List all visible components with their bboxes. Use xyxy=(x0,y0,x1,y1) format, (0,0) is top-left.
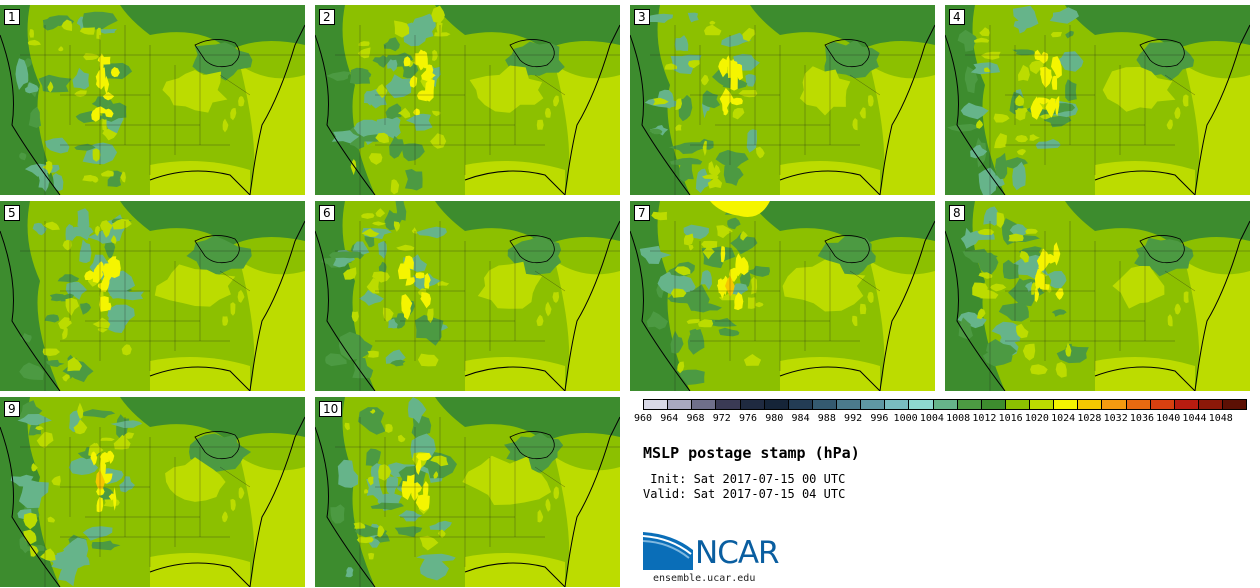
legend-swatch xyxy=(1054,400,1079,409)
init-time: Init: Sat 2017-07-15 00 UTC xyxy=(643,472,846,486)
legend-swatch xyxy=(716,400,741,409)
ensemble-member-map: 1 xyxy=(0,5,305,195)
legend-tick-label: 1036 xyxy=(1129,413,1154,424)
site-url: ensemble.ucar.edu xyxy=(653,573,756,584)
legend-swatch xyxy=(764,400,789,409)
legend-swatch xyxy=(909,400,934,409)
legend-swatch xyxy=(740,400,765,409)
legend-swatch xyxy=(837,400,862,409)
legend-tick-label: 968 xyxy=(686,413,705,424)
legend-swatch xyxy=(957,400,982,409)
ensemble-member-map: 5 xyxy=(0,201,305,391)
member-number-label: 2 xyxy=(319,9,335,25)
legend-tick-label: 1024 xyxy=(1051,413,1076,424)
page-title: MSLP postage stamp (hPa) xyxy=(643,444,860,462)
ncar-swoosh-icon xyxy=(642,532,693,570)
legend-tick-label: 1028 xyxy=(1077,413,1102,424)
color-legend: 960 964 968 972 976 980 984 988 992 996 1000 1004 10… xyxy=(634,399,1247,427)
legend-tick-label: 1020 xyxy=(1024,413,1049,424)
ensemble-member-map: 7 xyxy=(630,201,935,391)
legend-tick-label: 976 xyxy=(739,413,758,424)
legend-swatch xyxy=(1198,400,1223,409)
ensemble-member-map: 10 xyxy=(315,397,620,587)
legend-swatch xyxy=(644,400,669,409)
legend-tick-label: 984 xyxy=(791,413,810,424)
legend-tick-label: 996 xyxy=(870,413,889,424)
legend-tick-label: 1016 xyxy=(998,413,1023,424)
legend-tick-label: 1012 xyxy=(972,413,997,424)
legend-swatch xyxy=(1126,400,1151,409)
legend-tick-label: 1000 xyxy=(893,413,918,424)
legend-swatch xyxy=(1223,400,1247,409)
legend-swatch xyxy=(861,400,886,409)
ensemble-member-map: 6 xyxy=(315,201,620,391)
ensemble-member-map: 2 xyxy=(315,5,620,195)
legend-tick-label: 960 xyxy=(633,413,653,424)
member-number-label: 9 xyxy=(4,401,20,417)
valid-time: Valid: Sat 2017-07-15 04 UTC xyxy=(643,487,846,501)
ensemble-member-map: 8 xyxy=(945,201,1250,391)
member-number-label: 5 xyxy=(4,205,20,221)
legend-colorbar xyxy=(643,399,1247,410)
legend-tick-label: 1032 xyxy=(1103,413,1128,424)
legend-tick-label: 1048 xyxy=(1208,413,1233,424)
legend-swatch xyxy=(1174,400,1199,409)
legend-swatch xyxy=(885,400,910,409)
legend-swatch xyxy=(788,400,813,409)
ensemble-member-map: 9 xyxy=(0,397,305,587)
logo-wordmark: NCAR xyxy=(695,535,780,571)
legend-swatch xyxy=(933,400,958,409)
member-number-label: 3 xyxy=(634,9,650,25)
legend-swatch xyxy=(1150,400,1175,409)
legend-tick-label: 992 xyxy=(844,413,863,424)
legend-swatch xyxy=(692,400,717,409)
legend-tick-label: 964 xyxy=(660,413,679,424)
member-number-label: 1 xyxy=(4,9,20,25)
member-number-label: 7 xyxy=(634,205,650,221)
legend-tick-label: 1044 xyxy=(1182,413,1207,424)
legend-tick-label: 988 xyxy=(817,413,836,424)
ensemble-member-map: 4 xyxy=(945,5,1250,195)
legend-swatch xyxy=(1078,400,1103,409)
legend-tick-label: 1008 xyxy=(946,413,971,424)
legend-swatch xyxy=(1030,400,1055,409)
legend-swatch xyxy=(1005,400,1030,409)
legend-swatch xyxy=(1102,400,1127,409)
ncar-logo: NCAR xyxy=(642,530,780,576)
ensemble-member-map: 3 xyxy=(630,5,935,195)
member-number-label: 8 xyxy=(949,205,965,221)
member-number-label: 6 xyxy=(319,205,335,221)
legend-tick-label: 1004 xyxy=(919,413,944,424)
legend-swatch xyxy=(812,400,837,409)
legend-tick-labels: 960 964 968 972 976 980 984 988 992 996 1000 1004 10… xyxy=(634,413,1247,427)
legend-tick-label: 972 xyxy=(712,413,731,424)
legend-swatch xyxy=(981,400,1006,409)
legend-tick-label: 980 xyxy=(765,413,784,424)
legend-tick-label: 1040 xyxy=(1156,413,1181,424)
member-number-label: 4 xyxy=(949,9,965,25)
legend-swatch xyxy=(668,400,693,409)
member-number-label: 10 xyxy=(319,401,343,417)
